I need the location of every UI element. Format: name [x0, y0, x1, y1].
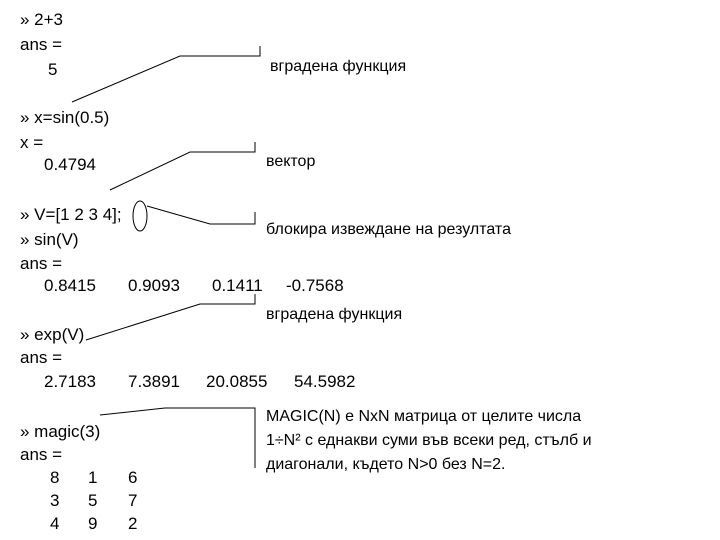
answer-label-5: ans = [20, 348, 63, 367]
connector-suppress [146, 205, 256, 225]
magic-cell: 1 [88, 468, 98, 487]
x-value: 0.4794 [44, 155, 96, 174]
annotation-magic-line-3: диагонали, където N>0 без N=2. [266, 456, 506, 473]
annotation-magic-line-1: MAGIC(N) е NxN матрица от целите числа [266, 408, 582, 425]
connector-builtin-1 [71, 46, 261, 103]
magic-cell: 4 [50, 514, 60, 533]
sin-value-2: 0.9093 [128, 276, 180, 295]
sin-value-3: 0.1411 [212, 276, 263, 295]
annotation-vector: вектор [266, 153, 316, 170]
answer-value-1: 5 [48, 60, 58, 79]
connector-builtin-2 [85, 294, 256, 341]
exp-value-1: 2.7183 [44, 372, 96, 391]
semicolon-highlight [132, 200, 148, 232]
exp-value-3: 20.0855 [206, 372, 268, 391]
magic-cell: 7 [128, 491, 138, 510]
command-line-3: » V=[1 2 3 4]; [20, 205, 122, 224]
magic-cell: 5 [88, 491, 98, 510]
sin-value-4: -0.7568 [286, 276, 344, 295]
exp-value-4: 54.5982 [294, 372, 356, 391]
command-line-4: » sin(V) [20, 230, 79, 249]
connector-vector [109, 142, 256, 191]
answer-label-6: ans = [20, 445, 63, 464]
magic-cell: 6 [128, 468, 138, 487]
x-label: x = [20, 133, 44, 152]
annotation-magic-line-2: 1÷N² с еднакви суми във всеки ред, стълб… [266, 432, 592, 449]
annotation-builtin-function: вградена функция [270, 58, 407, 75]
command-line-5: » exp(V) [20, 325, 85, 344]
annotation-builtin-function-2: вградена функция [266, 306, 403, 323]
magic-cell: 9 [88, 514, 98, 533]
annotation-suppress-output: блокира извеждане на резултата [266, 221, 511, 238]
magic-cell: 8 [50, 468, 60, 487]
answer-label-4: ans = [20, 254, 63, 273]
sin-value-1: 0.8415 [44, 276, 96, 295]
answer-label-1: ans = [20, 35, 63, 54]
magic-cell: 3 [50, 491, 60, 510]
exp-value-2: 7.3891 [128, 372, 180, 391]
magic-cell: 2 [128, 514, 138, 533]
command-line-6: » magic(3) [20, 422, 101, 441]
command-line-2: » x=sin(0.5) [20, 108, 110, 127]
command-line-1: » 2+3 [20, 10, 64, 29]
connector-magic [99, 407, 256, 468]
